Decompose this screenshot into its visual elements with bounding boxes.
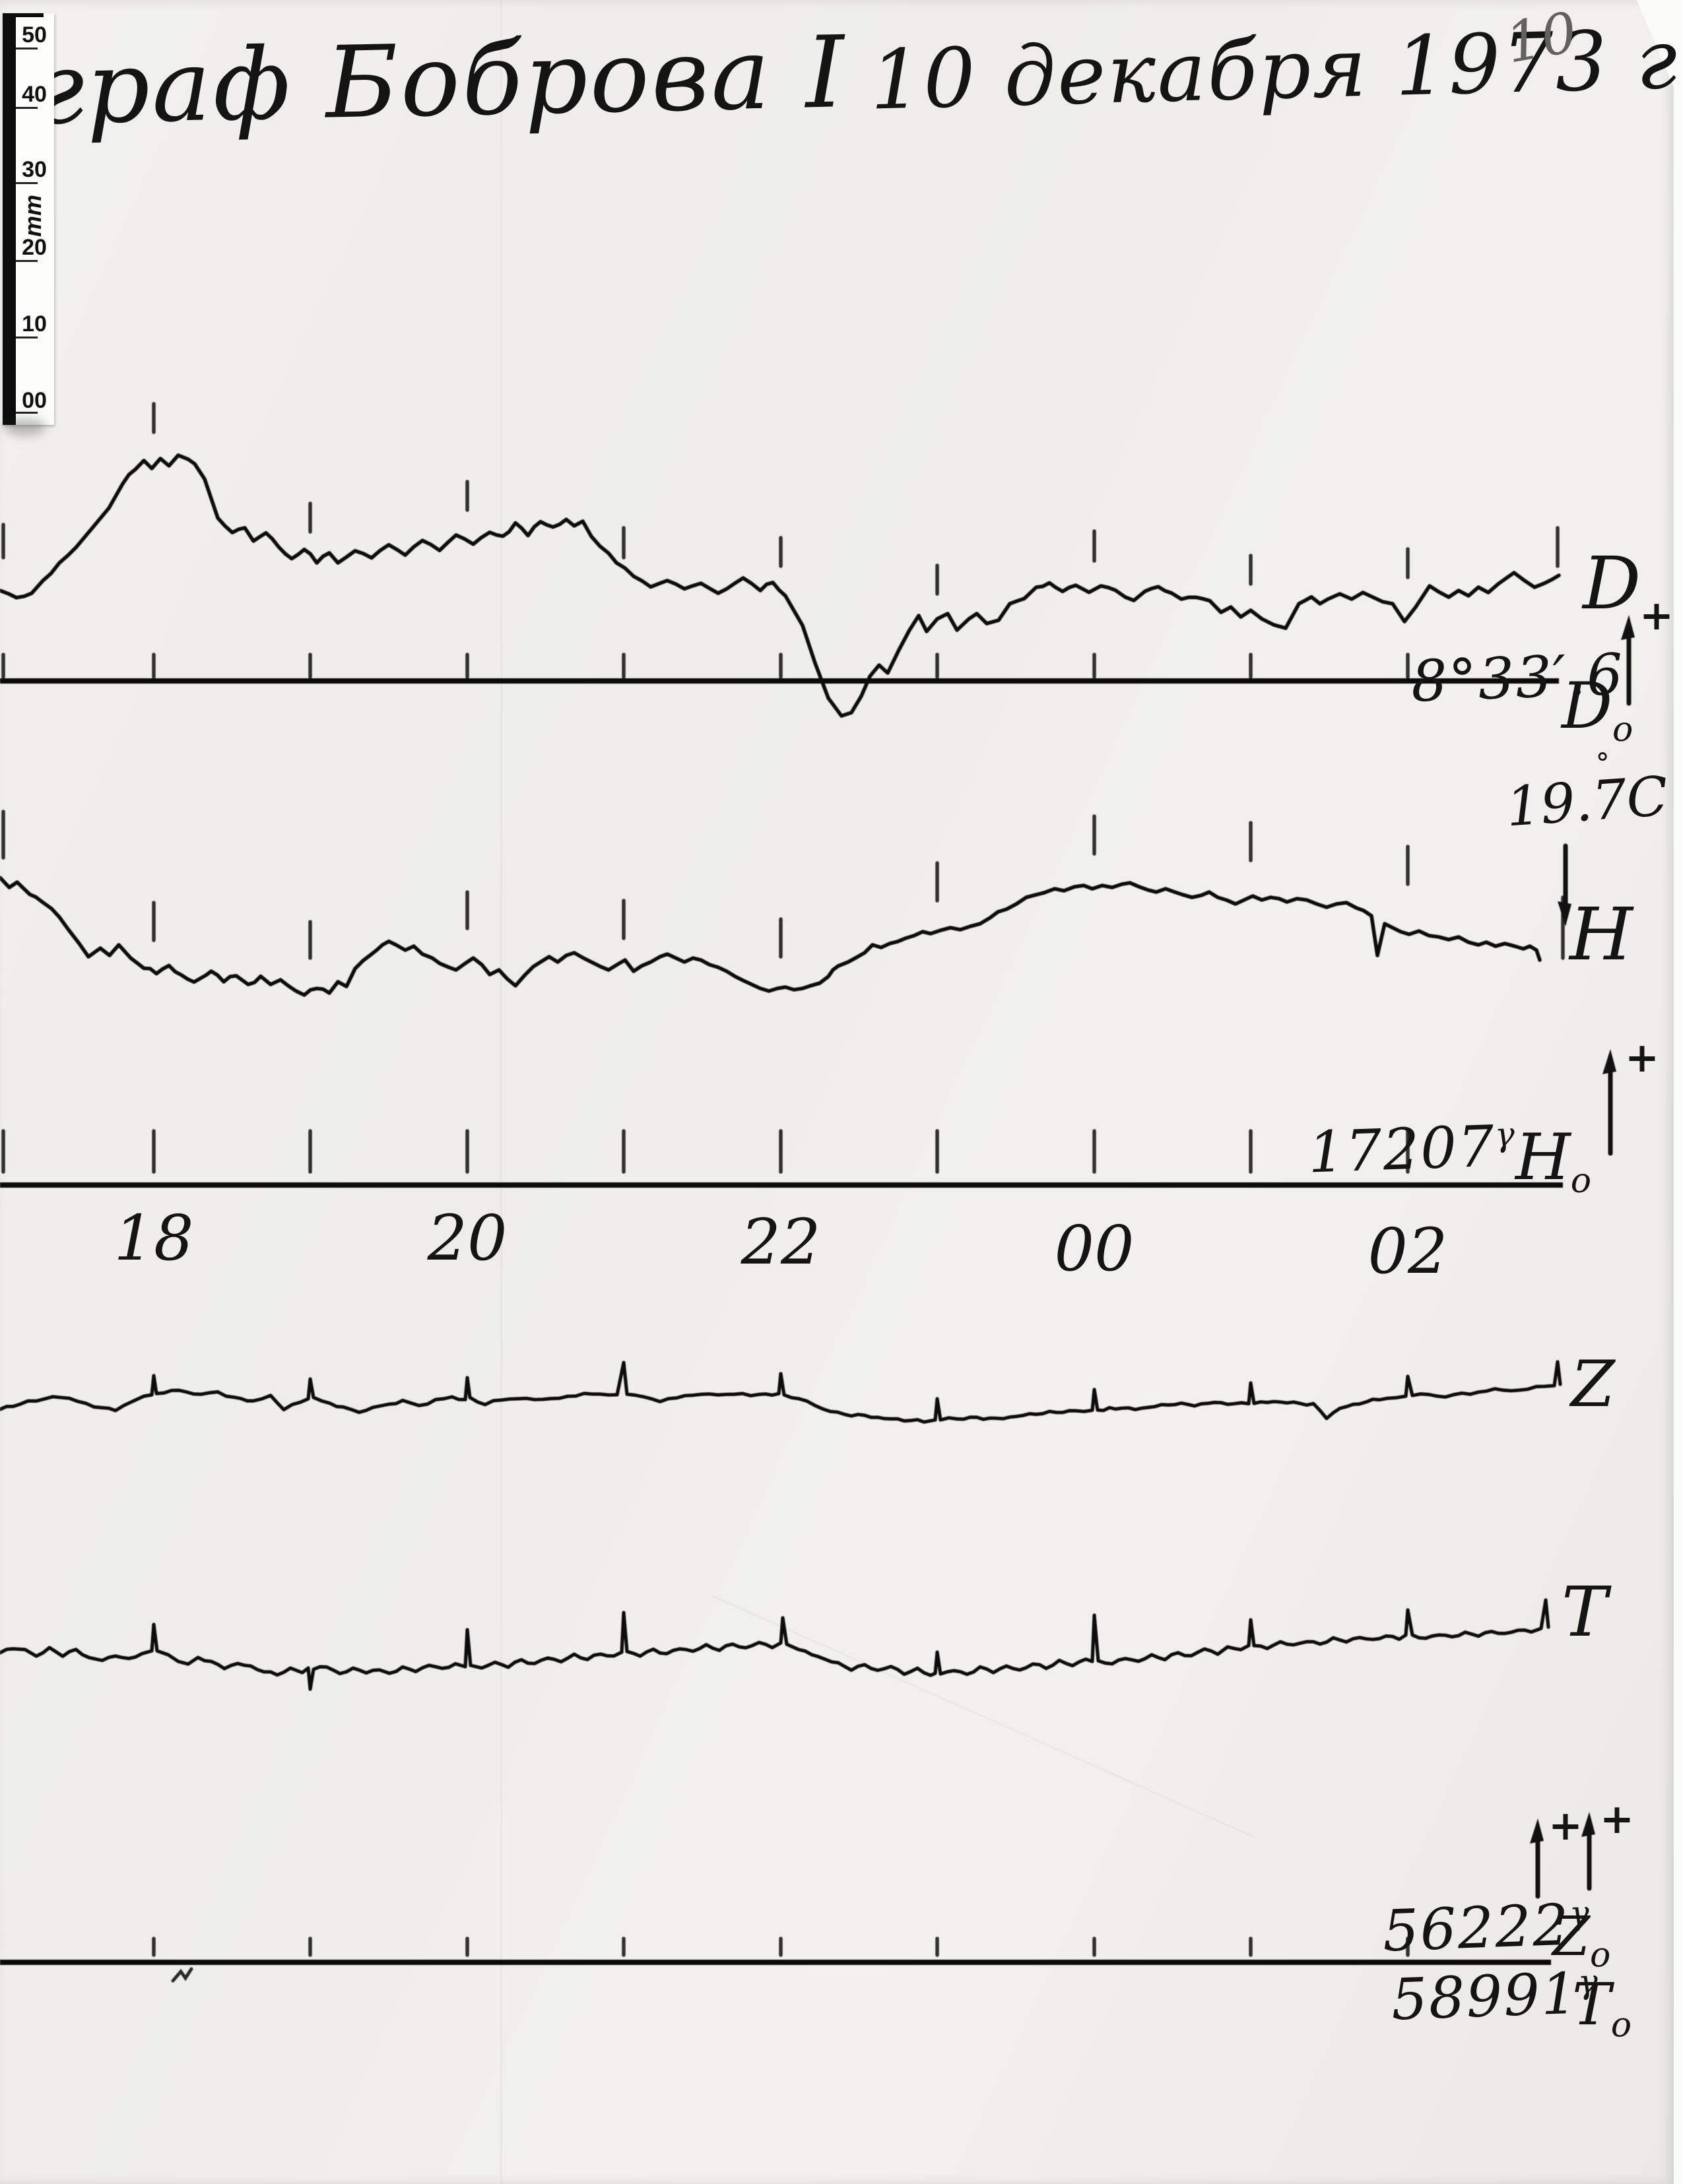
mm-scale-ruler: 50 40 30 20 10 00 mm — [3, 13, 54, 425]
t-plus-sign: + — [1600, 1795, 1634, 1843]
time-label-00: 00 — [1054, 1213, 1135, 1285]
time-label-02: 02 — [1368, 1215, 1448, 1288]
t-baseline-value: 58991γ — [1390, 1960, 1600, 2034]
h-plus-sign: + — [1625, 1033, 1659, 1081]
ruler-label-30: 30 — [22, 157, 47, 182]
time-label-20: 20 — [427, 1202, 508, 1275]
ruler-tick — [16, 182, 38, 184]
degree-icon: ° — [1595, 746, 1612, 780]
temperature-note: 19. ° 7C — [1503, 746, 1670, 839]
trace-label-Z: Z — [1571, 1347, 1615, 1421]
page-number: 10 — [1501, 0, 1582, 76]
page-title: граф Боброва I — [33, 15, 848, 147]
ruler-tick — [16, 337, 38, 338]
ruler-shadow — [4, 418, 46, 435]
trace-label-T: T — [1562, 1572, 1608, 1652]
ruler-label-10: 10 — [22, 311, 47, 337]
ruler-label-20: 20 — [22, 235, 47, 260]
ruler-tick — [16, 107, 38, 109]
time-label-22: 22 — [741, 1206, 821, 1279]
gamma-icon: γ — [1494, 1114, 1517, 1154]
d-baseline-label: Do — [1562, 669, 1634, 750]
ruler-label-50: 50 — [22, 22, 47, 48]
ruler-cap — [3, 13, 44, 17]
time-label-18: 18 — [114, 1202, 194, 1275]
t-baseline-label: To — [1572, 1970, 1632, 2045]
ruler-bar — [3, 13, 16, 425]
ruler-label-00: 00 — [22, 388, 47, 413]
ruler-label-40: 40 — [22, 82, 47, 107]
z-baseline-label: Zo — [1552, 1906, 1611, 1975]
z-plus-sign: + — [1548, 1801, 1583, 1849]
ruler-tick — [16, 48, 38, 49]
d-plus-sign: + — [1639, 591, 1674, 639]
trace-label-H: H — [1569, 892, 1633, 977]
trace-label-D: D — [1583, 541, 1641, 626]
h-baseline-label: Ho — [1515, 1120, 1592, 1202]
ruler-unit-mm: mm — [19, 194, 47, 238]
ruler-tick — [16, 260, 38, 262]
h-baseline-value: 17207γ — [1307, 1113, 1517, 1186]
ruler-tick — [16, 412, 38, 414]
